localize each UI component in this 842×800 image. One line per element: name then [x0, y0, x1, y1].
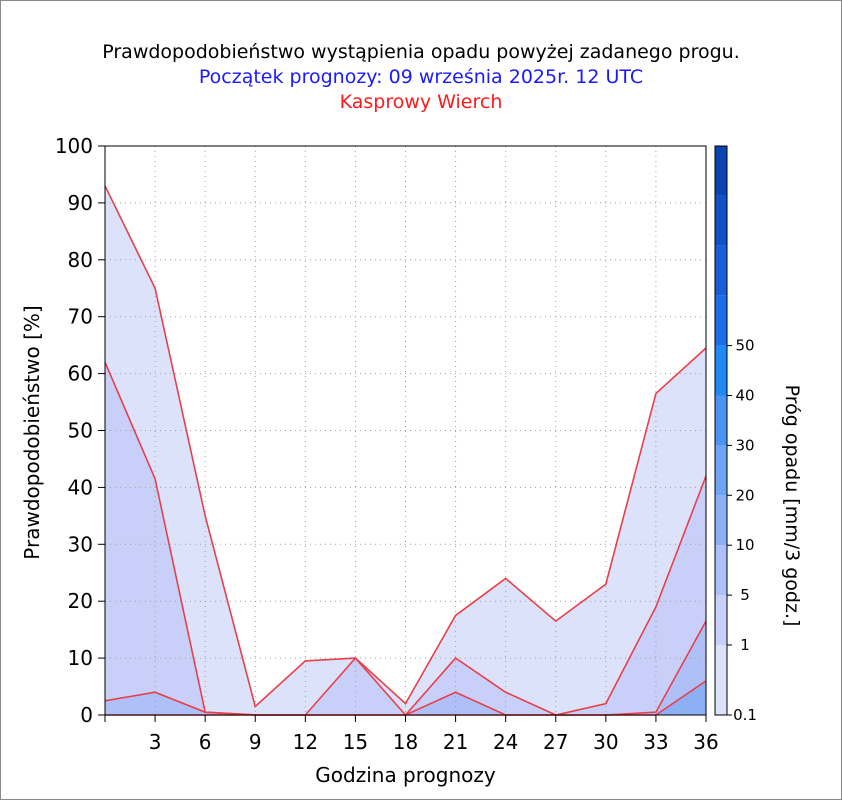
y-tick-label: 80: [68, 248, 93, 272]
colorbar-tick-label: 40: [735, 387, 754, 405]
colorbar-tick-label: 1: [740, 636, 750, 654]
y-tick-label: 100: [55, 134, 93, 158]
colorbar-segment: [715, 295, 727, 346]
area-threshold-0.1: [105, 185, 706, 715]
colorbar-tick-label: 0.1: [733, 706, 757, 724]
series-line-0.1: [104, 185, 707, 708]
colorbar-tick-label: 20: [735, 486, 754, 504]
y-tick-label: 0: [80, 703, 93, 727]
colorbar-segment: [715, 495, 727, 546]
forecast-start-subtitle: Początek prognozy: 09 września 2025r. 12…: [198, 66, 644, 88]
colorbar-tick-label: 10: [735, 536, 754, 554]
colorbar-segment: [715, 146, 727, 196]
colorbar-segment: [715, 395, 727, 446]
y-tick-label: 10: [68, 646, 93, 670]
x-tick-label: 12: [293, 730, 318, 754]
y-axis-label: Prawdopodobieństwo [%]: [20, 305, 44, 559]
colorbar-label: Próg opadu [mm/3 godz.]: [781, 385, 803, 627]
colorbar-tick-label: 5: [740, 586, 750, 604]
probability-areas: [105, 185, 706, 715]
x-tick-label: 3: [149, 730, 162, 754]
y-tick-label: 30: [68, 532, 93, 556]
x-tick-label: 18: [393, 730, 418, 754]
x-tick-label: 6: [199, 730, 212, 754]
threshold-colorbar: 0.1 1 5 10 20 30 40 50: [714, 145, 757, 724]
y-tick-label: 70: [68, 305, 93, 329]
colorbar-segment: [715, 645, 727, 715]
grid-lines: [105, 146, 706, 715]
colorbar-tick-label: 50: [735, 337, 754, 355]
y-tick-label: 50: [68, 419, 93, 443]
colorbar-segment: [715, 595, 727, 645]
y-tick-label: 90: [68, 191, 93, 215]
x-tick-label: 24: [493, 730, 518, 754]
y-tick-label: 40: [68, 475, 93, 499]
x-tick-label: 15: [343, 730, 368, 754]
x-tick-label: 27: [543, 730, 568, 754]
x-tick-label: 9: [249, 730, 262, 754]
colorbar-segment: [715, 245, 727, 296]
y-axis-ticks: 0 10 20 30 40 50 60 70 80 90 100: [55, 134, 105, 727]
x-tick-label: 30: [593, 730, 618, 754]
x-axis-label: Godzina prognozy: [315, 763, 496, 787]
chart-title: Prawdopodobieństwo wystąpienia opadu pow…: [102, 41, 740, 63]
colorbar-segment: [715, 445, 727, 496]
colorbar-segment: [715, 345, 727, 396]
x-tick-label: 33: [643, 730, 668, 754]
x-tick-label: 21: [443, 730, 468, 754]
x-axis-ticks: 3 6 9 12 15 18 21 24 27 30 33 36: [104, 715, 719, 754]
colorbar-border: [714, 145, 728, 716]
area-threshold-5: [105, 621, 706, 715]
x-tick-label: 36: [693, 730, 718, 754]
y-tick-label: 20: [68, 589, 93, 613]
y-tick-label: 60: [68, 362, 93, 386]
station-subtitle: Kasprowy Wierch: [339, 91, 503, 113]
area-threshold-1: [105, 362, 706, 715]
colorbar-segment: [715, 545, 727, 596]
colorbar-segment: [715, 195, 727, 246]
colorbar-tick-label: 30: [735, 436, 754, 454]
